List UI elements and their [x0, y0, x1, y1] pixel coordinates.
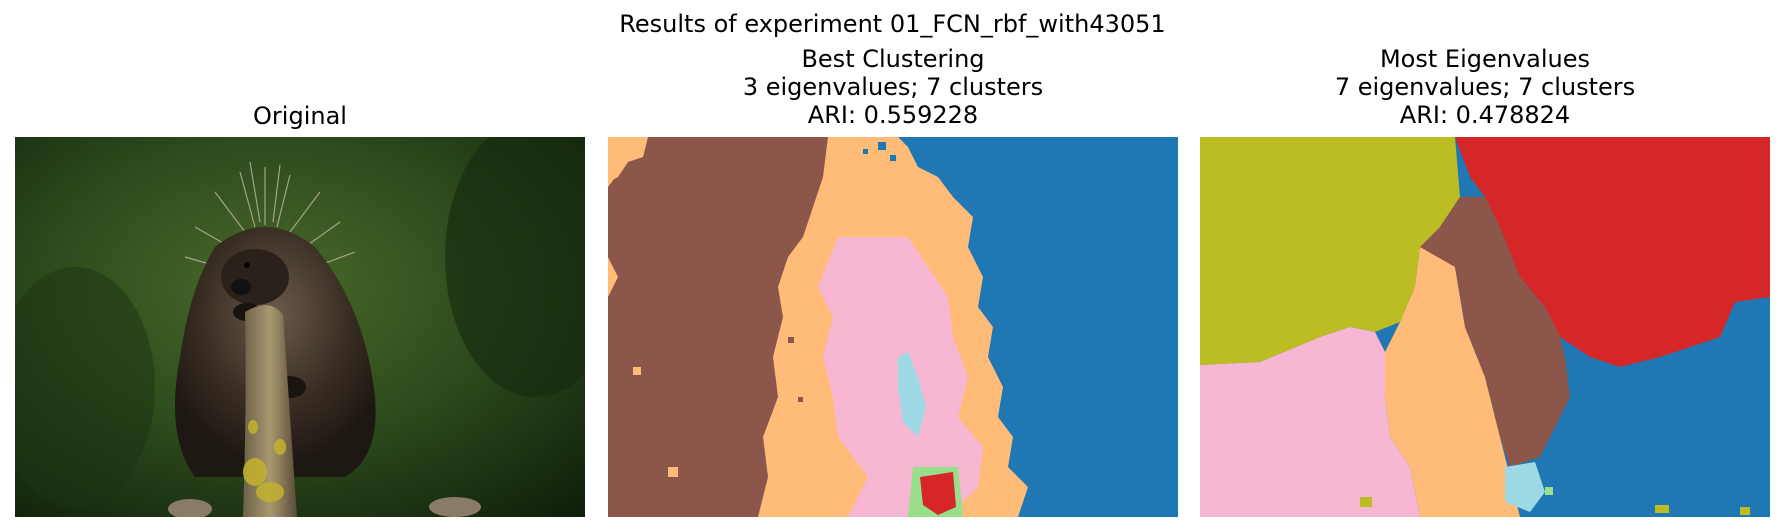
panel-most-eigenvalues-title-line-3: ARI: 0.478824 — [1399, 101, 1571, 129]
figure-suptitle: Results of experiment 01_FCN_rbf_with430… — [619, 10, 1166, 38]
best-clustering-map — [608, 137, 1178, 517]
panel-most-eigenvalues-title-line-2: 7 eigenvalues; 7 clusters — [1334, 73, 1636, 101]
most-eigenvalues-map — [1200, 137, 1770, 517]
panel-best-clustering: Best Clustering 3 eigenvalues; 7 cluster… — [608, 0, 1178, 532]
panel-original: Original — [15, 0, 585, 532]
panel-most-eigenvalues: Most Eigenvalues 7 eigenvalues; 7 cluste… — [1200, 0, 1770, 532]
panel-most-eigenvalues-title: Most Eigenvalues 7 eigenvalues; 7 cluste… — [1200, 45, 1770, 129]
original-image — [15, 137, 585, 517]
best-clustering-segmentation — [608, 137, 1178, 517]
panel-best-clustering-title-line-1: Best Clustering — [801, 45, 985, 73]
panel-most-eigenvalues-title-line-1: Most Eigenvalues — [1379, 45, 1591, 73]
panel-best-clustering-title: Best Clustering 3 eigenvalues; 7 cluster… — [608, 45, 1178, 129]
porcupine-photo — [15, 137, 585, 517]
most-eigenvalues-segmentation — [1200, 137, 1770, 517]
panel-original-title: Original — [15, 102, 585, 130]
panel-best-clustering-title-line-3: ARI: 0.559228 — [807, 101, 979, 129]
panel-original-title-line: Original — [253, 102, 347, 130]
panel-best-clustering-title-line-2: 3 eigenvalues; 7 clusters — [742, 73, 1044, 101]
